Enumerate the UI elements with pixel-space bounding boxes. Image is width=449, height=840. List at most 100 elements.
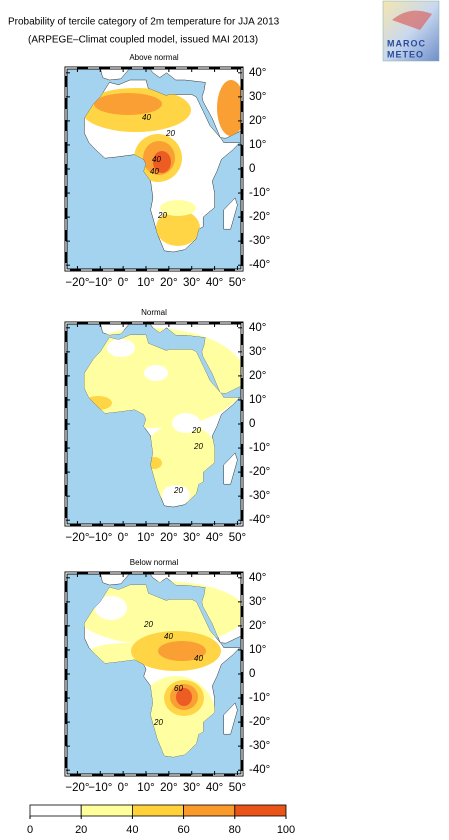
lon-tick-label: 50°: [229, 782, 246, 794]
lat-tick-label: 0: [249, 418, 255, 430]
lat-tick-label: 40°: [249, 67, 266, 79]
lat-tick-label: 30°: [249, 91, 266, 103]
lon-tick-label: 30°: [183, 532, 200, 544]
lat-tick-label: -30°: [249, 490, 270, 502]
contour-label: 20: [153, 718, 163, 727]
shade: [95, 596, 127, 620]
lon-tick-label: −10°: [88, 782, 112, 794]
logo-text: METEO: [387, 49, 424, 59]
lon-tick-label: 10°: [137, 782, 154, 794]
contour-label: 60: [174, 684, 183, 693]
lat-tick-label: -30°: [249, 740, 270, 752]
lat-tick-label: 40°: [249, 572, 266, 584]
lon-tick-label: 30°: [183, 277, 200, 289]
lon-tick-label: 0°: [118, 782, 129, 794]
colorbar: 0 20 40 60 80 100: [27, 804, 295, 836]
colorbar-tick-label: 0: [27, 824, 33, 836]
frame-checker: [65, 67, 243, 271]
lat-tick-label: 30°: [249, 346, 266, 358]
logo-swoosh: [392, 10, 432, 30]
lon-tick-label: 40°: [206, 782, 223, 794]
lat-tick-label: -20°: [249, 211, 270, 223]
figure-subtitle: (ARPEGE–Climat coupled model, issued MAI…: [28, 35, 258, 46]
lat-tick-label: 10°: [249, 644, 266, 656]
lat-tick-label: -10°: [249, 442, 270, 454]
frame-checker: [65, 572, 243, 776]
panel-title: Below normal: [130, 558, 179, 567]
lat-tick-label: 10°: [249, 139, 266, 151]
lon-tick-label: 20°: [160, 532, 177, 544]
colorbar-tick-label: 60: [177, 824, 189, 836]
lon-tick-label: −20°: [65, 782, 89, 794]
colorbar-segment: [234, 804, 287, 817]
colorbar-segment: [183, 804, 236, 817]
lat-tick-label: -40°: [249, 764, 270, 776]
lon-tick-label: 0°: [118, 532, 129, 544]
logo: MAROC METEO: [382, 0, 440, 62]
shade: [172, 413, 200, 433]
contour-label: 20: [193, 442, 203, 451]
lat-tick-label: -30°: [249, 235, 270, 247]
lon-tick-label: 40°: [206, 277, 223, 289]
colorbar-tick-label: 100: [277, 824, 295, 836]
lat-tick-label: -20°: [249, 716, 270, 728]
colorbar-tick-label: 40: [126, 824, 138, 836]
colorbar-tick-label: 80: [229, 824, 241, 836]
lon-tick-label: −10°: [88, 277, 112, 289]
shading: [84, 80, 242, 246]
lat-tick-label: -40°: [249, 259, 270, 271]
shade: [153, 151, 171, 173]
lon-tick-label: 50°: [229, 277, 246, 289]
shade: [107, 339, 135, 357]
logo-text: MAROC: [387, 38, 426, 48]
shade: [160, 200, 196, 216]
colorbar-segment: [29, 804, 82, 817]
contour-label: 40: [142, 113, 151, 122]
contour-label: 20: [157, 211, 167, 220]
lon-tick-label: 30°: [183, 782, 200, 794]
lon-tick-label: 50°: [229, 532, 246, 544]
contour-label: 40: [164, 632, 173, 641]
colorbar-tick-label: 20: [75, 824, 87, 836]
lat-tick-label: 10°: [249, 394, 266, 406]
contour-label: 20: [173, 486, 183, 495]
map-panel: 20 40 40 60 20: [64, 571, 244, 777]
shade: [156, 210, 200, 246]
lat-tick-label: -20°: [249, 466, 270, 478]
shade: [217, 80, 242, 136]
map-panel: 20 20 20: [64, 321, 244, 527]
lon-tick-label: 20°: [160, 277, 177, 289]
lat-tick-label: 30°: [249, 596, 266, 608]
shade: [144, 365, 168, 381]
lon-tick-label: −20°: [65, 277, 89, 289]
lat-tick-label: -40°: [249, 514, 270, 526]
map-panel: 40 20 40 40 20: [64, 66, 244, 272]
colorbar-segment: [80, 804, 133, 817]
lon-tick-label: 10°: [137, 277, 154, 289]
lon-tick-label: 0°: [118, 277, 129, 289]
lon-tick-label: −20°: [65, 532, 89, 544]
contour-label: 40: [194, 654, 203, 663]
frame-checker: [65, 322, 243, 526]
shade: [158, 641, 206, 661]
panel-title: Normal: [141, 308, 167, 317]
panel-title: Above normal: [129, 53, 179, 62]
lat-tick-label: 20°: [249, 370, 266, 382]
lon-tick-label: 10°: [137, 532, 154, 544]
shade: [176, 688, 192, 706]
figure-title: Probability of tercile category of 2m te…: [8, 17, 280, 28]
colorbar-segment: [131, 804, 184, 817]
lat-tick-label: 0: [249, 163, 255, 175]
lat-tick-label: 0: [249, 668, 255, 680]
contour-label: 20: [165, 129, 175, 138]
contour-label: 20: [143, 620, 153, 629]
lon-tick-label: 20°: [160, 782, 177, 794]
lat-tick-label: -10°: [249, 692, 270, 704]
lat-tick-label: 40°: [249, 322, 266, 334]
lon-tick-label: −10°: [88, 532, 112, 544]
lat-tick-label: 20°: [249, 115, 266, 127]
shade: [162, 485, 190, 505]
shading: [84, 581, 242, 757]
lon-tick-label: 40°: [206, 532, 223, 544]
